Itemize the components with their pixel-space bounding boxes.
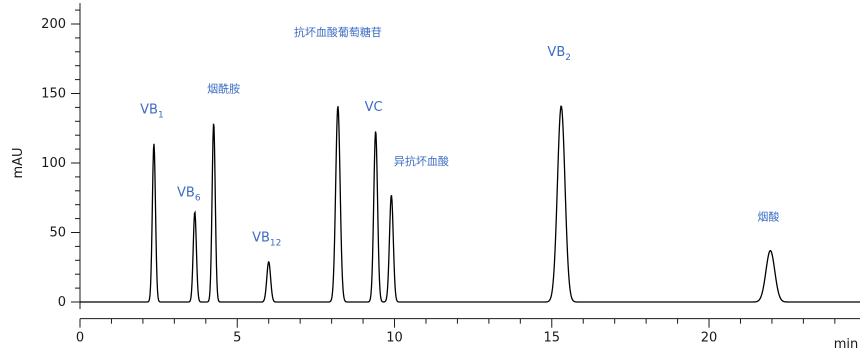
peak-label-name: VB: [547, 45, 565, 60]
trace-group: [80, 105, 860, 303]
peak-label: VB2: [547, 45, 571, 63]
peak-label: VB6: [177, 186, 201, 204]
peak-label: VB1: [140, 103, 164, 121]
peak-label-name: VB: [177, 186, 195, 201]
peak-label: 异抗坏血酸: [394, 154, 449, 168]
x-axis-title: min: [834, 337, 859, 352]
chromatogram-trace: [80, 105, 860, 303]
y-tick-label: 50: [49, 226, 66, 241]
peak-label: VC: [365, 100, 383, 115]
peak-label-name: 烟酰胺: [207, 82, 240, 96]
peak-label-subscript: 6: [195, 194, 201, 204]
peak-label-subscript: 1: [158, 111, 164, 121]
y-tick-label: 200: [41, 17, 66, 32]
peak-label-name: VB: [140, 103, 158, 118]
peak-label: 烟酸: [757, 210, 779, 224]
peak-label: 烟酰胺: [207, 82, 240, 96]
peak-label: 抗坏血酸葡萄糖苷: [294, 25, 382, 39]
peak-label-subscript: 2: [565, 53, 571, 63]
peak-label-subscript: 12: [270, 239, 281, 249]
axes: 0 50 100 150 200 0 5 10 15 20 min mAU: [11, 3, 860, 352]
peak-label: VB12: [252, 231, 281, 249]
x-tick-label: 20: [701, 331, 718, 346]
x-tick-label: 0: [76, 331, 84, 346]
x-tick-label: 15: [544, 331, 561, 346]
peak-label-name: 烟酸: [757, 210, 779, 224]
peak-label-name: VC: [365, 100, 383, 115]
y-axis-title: mAU: [11, 147, 26, 178]
y-tick-label: 0: [58, 295, 66, 310]
x-tick-label: 10: [386, 331, 403, 346]
peak-label-name: 抗坏血酸葡萄糖苷: [294, 25, 382, 39]
peak-label-name: VB: [252, 231, 270, 246]
y-tick-label: 100: [41, 156, 66, 171]
x-tick-label: 5: [233, 331, 241, 346]
y-tick-label: 150: [41, 87, 66, 102]
peak-label-name: 异抗坏血酸: [394, 154, 449, 168]
